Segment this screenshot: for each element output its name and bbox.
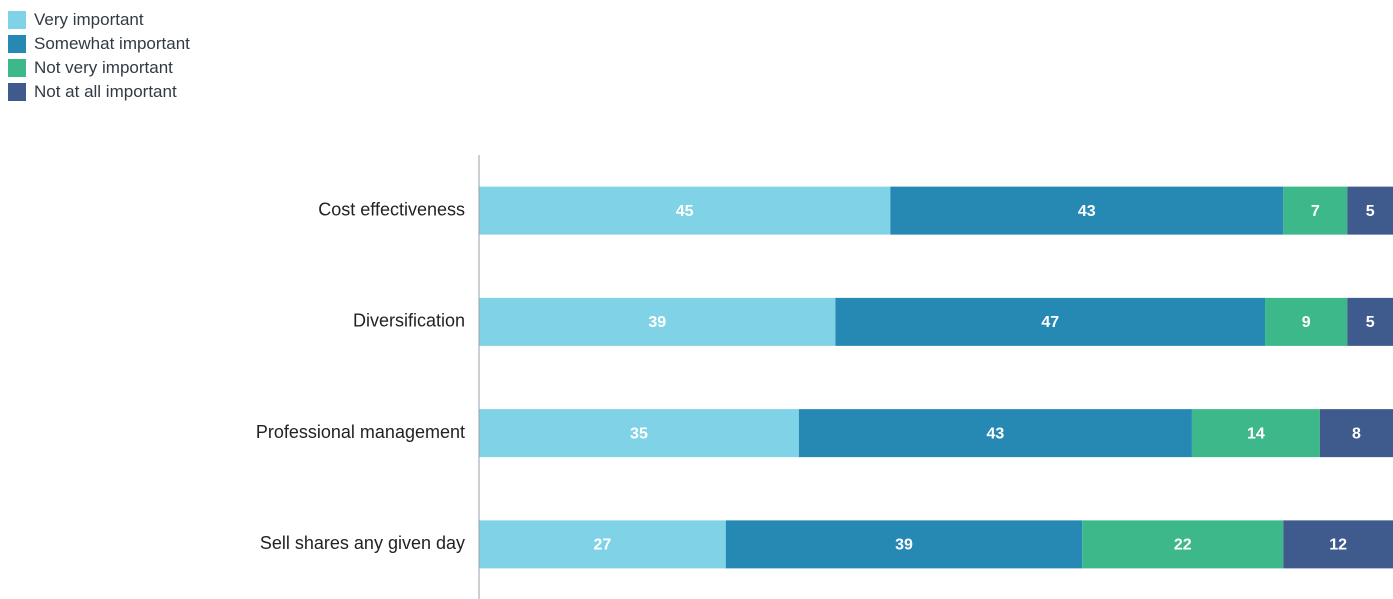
bars-group: Cost effectiveness 45 43 7 5 Diversification 3…	[256, 186, 1393, 569]
bar-segment	[1347, 297, 1393, 346]
bar-segment	[479, 520, 726, 569]
legend-item: Very important	[8, 8, 190, 32]
legend-label: Somewhat important	[34, 34, 190, 53]
legend-item: Somewhat important	[8, 32, 190, 56]
data-label: 39	[895, 537, 913, 554]
data-label: 39	[648, 314, 666, 331]
legend-label: Not very important	[34, 58, 173, 77]
bar-segment	[1265, 297, 1348, 346]
data-label: 43	[987, 425, 1005, 442]
data-label: 45	[676, 203, 694, 220]
data-label: 9	[1302, 314, 1311, 331]
data-label: 47	[1041, 314, 1059, 331]
legend-label: Not at all important	[34, 82, 177, 101]
data-label: 5	[1366, 314, 1375, 331]
category-label: Sell shares any given day	[260, 533, 465, 553]
bar-segment	[890, 186, 1284, 235]
category-label: Diversification	[353, 311, 465, 331]
bar-segment	[835, 297, 1266, 346]
data-label: 7	[1311, 203, 1320, 220]
bar-segment	[725, 520, 1083, 569]
legend-swatch	[8, 35, 26, 53]
bar-segment	[479, 409, 799, 458]
bar-segment	[479, 186, 891, 235]
data-label: 22	[1174, 537, 1192, 554]
bar-segment	[1283, 520, 1393, 569]
legend-swatch	[8, 83, 26, 101]
legend-item: Not at all important	[8, 80, 190, 104]
data-label: 12	[1329, 537, 1347, 554]
bar-segment	[1283, 186, 1348, 235]
bar-segment	[479, 297, 836, 346]
category-label: Cost effectiveness	[318, 199, 465, 219]
data-label: 27	[593, 537, 611, 554]
category-label: Professional management	[256, 422, 465, 442]
legend-swatch	[8, 59, 26, 77]
legend-label: Very important	[34, 10, 144, 29]
data-label: 5	[1366, 203, 1375, 220]
legend-item: Not very important	[8, 56, 190, 80]
data-label: 14	[1247, 425, 1265, 442]
bar-segment	[1191, 409, 1320, 458]
bar-segment	[1082, 520, 1284, 569]
data-label: 43	[1078, 203, 1096, 220]
legend: Very important Somewhat important Not very…	[8, 8, 190, 104]
data-label: 8	[1352, 425, 1361, 442]
bar-segment	[798, 409, 1192, 458]
bar-segment	[1347, 186, 1393, 235]
bar-segment	[1319, 409, 1393, 458]
legend-swatch	[8, 11, 26, 29]
data-label: 35	[630, 425, 648, 442]
